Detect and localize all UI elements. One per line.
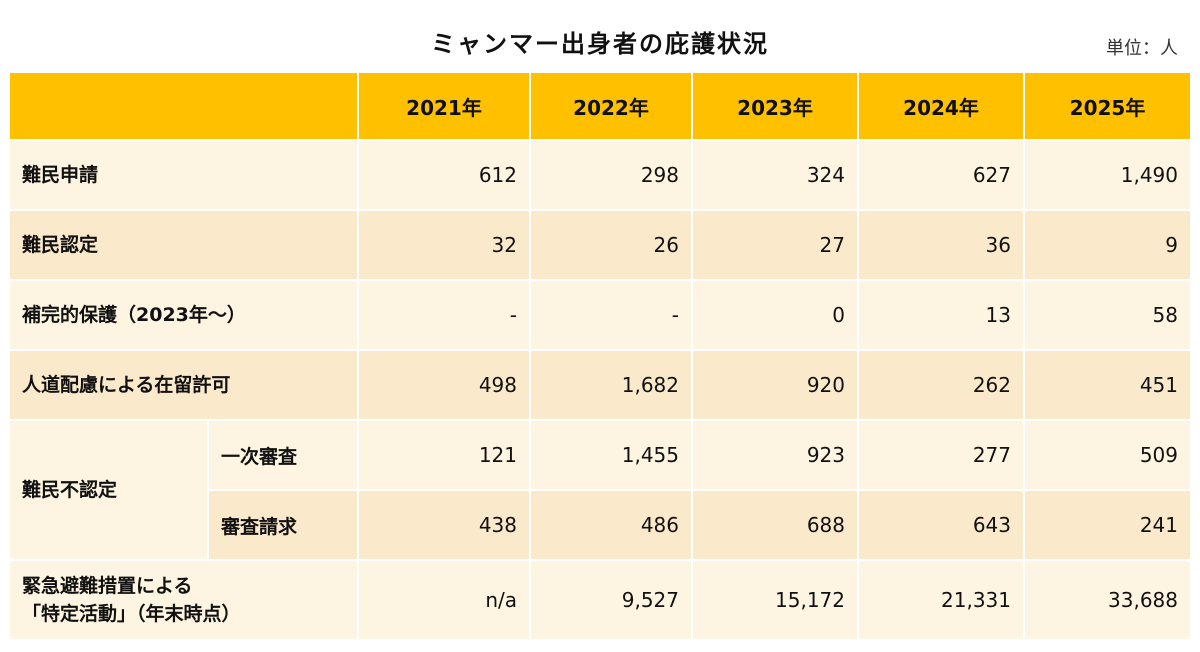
- data-table: 2021年 2022年 2023年 2024年 2025年 難民申請 612 2…: [10, 73, 1190, 641]
- table-cell: 9: [1025, 211, 1190, 281]
- table-cell: 262: [859, 351, 1025, 421]
- table-cell: 121: [359, 421, 531, 491]
- table-cell: 58: [1025, 281, 1190, 351]
- table-cell: -: [359, 281, 531, 351]
- row-label: 緊急避難措置による 「特定活動」（年末時点）: [10, 561, 359, 641]
- table-cell: 32: [359, 211, 531, 281]
- table-row: 難民不認定 一次審査 121 1,455 923 277 509: [10, 421, 1190, 561]
- table-cell: 277: [859, 421, 1025, 491]
- column-header: 2025年: [1025, 73, 1190, 141]
- table-row: 緊急避難措置による 「特定活動」（年末時点） n/a 9,527 15,172 …: [10, 561, 1190, 641]
- table-cell: 498: [359, 351, 531, 421]
- table-cell: 643: [859, 491, 1025, 561]
- row-label-line2: 「特定活動」（年末時点）: [22, 603, 241, 625]
- table-cell: 509: [1025, 421, 1190, 491]
- table-cell: 0: [693, 281, 859, 351]
- column-header: 2024年: [859, 73, 1025, 141]
- table-cell: 1,455: [531, 421, 693, 491]
- row-label: 補完的保護（2023年～）: [10, 281, 359, 351]
- column-header: 2023年: [693, 73, 859, 141]
- group-label: 難民不認定: [10, 421, 209, 561]
- table-cell: 1,682: [531, 351, 693, 421]
- table-cell: 486: [531, 491, 693, 561]
- row-label: 人道配慮による在留許可: [10, 351, 359, 421]
- table-row: 人道配慮による在留許可 498 1,682 920 262 451: [10, 351, 1190, 421]
- table-cell: 26: [531, 211, 693, 281]
- table-row: 難民申請 612 298 324 627 1,490: [10, 141, 1190, 211]
- table-cell: 13: [859, 281, 1025, 351]
- table-cell: 451: [1025, 351, 1190, 421]
- table-cell: 1,490: [1025, 141, 1190, 211]
- table-cell: 627: [859, 141, 1025, 211]
- table-cell: 324: [693, 141, 859, 211]
- table-cell: n/a: [359, 561, 531, 641]
- column-header: 2022年: [531, 73, 693, 141]
- row-label-line1: 緊急避難措置による: [22, 575, 193, 597]
- row-label: 難民申請: [10, 141, 359, 211]
- table-cell: 612: [359, 141, 531, 211]
- table-cell: 923: [693, 421, 859, 491]
- row-label: 一次審査: [209, 421, 359, 491]
- table-cell: 438: [359, 491, 531, 561]
- table-cell: 688: [693, 491, 859, 561]
- table-cell: 27: [693, 211, 859, 281]
- table-cell: 241: [1025, 491, 1190, 561]
- table-cell: 21,331: [859, 561, 1025, 641]
- table-cell: 298: [531, 141, 693, 211]
- table-cell: 36: [859, 211, 1025, 281]
- table-cell: 9,527: [531, 561, 693, 641]
- table-cell: 920: [693, 351, 859, 421]
- table-row: 審査請求 438 486 688 643 241: [10, 491, 1190, 561]
- header-row: 2021年 2022年 2023年 2024年 2025年: [10, 73, 1190, 141]
- column-header: 2021年: [359, 73, 531, 141]
- table-row: 補完的保護（2023年～） - - 0 13 58: [10, 281, 1190, 351]
- table-cell: 15,172: [693, 561, 859, 641]
- table-cell: -: [531, 281, 693, 351]
- row-label: 難民認定: [10, 211, 359, 281]
- header-corner: [10, 73, 359, 141]
- chart-title: ミャンマー出身者の庇護状況: [431, 30, 769, 58]
- unit-label: 単位：人: [1106, 38, 1178, 59]
- table-cell: 33,688: [1025, 561, 1190, 641]
- table-row: 難民認定 32 26 27 36 9: [10, 211, 1190, 281]
- row-label: 審査請求: [209, 491, 359, 561]
